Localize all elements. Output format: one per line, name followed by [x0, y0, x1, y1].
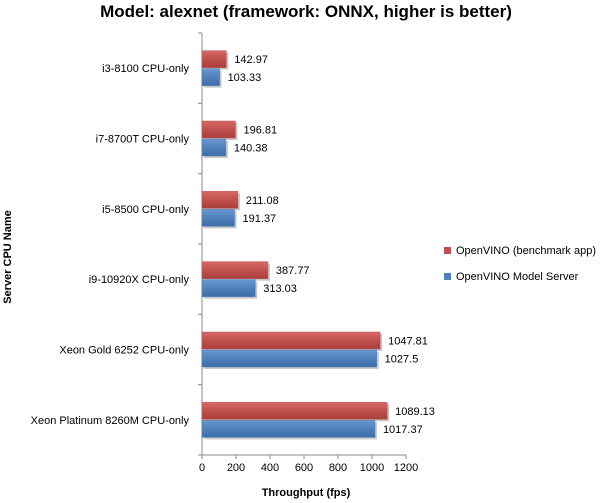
chart-title: Model: alexnet (framework: ONNX, higher … [100, 2, 512, 21]
plot-area: 0 200 400 600 800 1000 1200 i3-8100 CPU-only 142… [31, 32, 435, 474]
bar-model-server [201, 138, 227, 157]
legend-label: OpenVINO (benchmark app) [456, 245, 596, 257]
category-label: i9-10920X CPU-only [89, 274, 190, 286]
category-label: i7-8700T CPU-only [96, 134, 190, 146]
data-label: 140.38 [234, 143, 268, 155]
data-label: 211.08 [246, 195, 279, 207]
x-tick-label: 800 [329, 462, 347, 474]
category-label: i5-8500 CPU-only [102, 204, 189, 216]
x-tick-label: 200 [227, 462, 245, 474]
x-tick-label: 400 [261, 462, 279, 474]
bar-model-server [201, 68, 220, 86]
x-tick-label: 1000 [360, 462, 384, 474]
bar-model-server [201, 349, 377, 368]
legend-swatch [444, 273, 451, 280]
bar-benchmark-app [201, 261, 269, 279]
legend-swatch [444, 247, 451, 254]
bar-model-server [201, 420, 376, 438]
bar-benchmark-app [201, 191, 239, 209]
x-tick-label: 600 [295, 462, 313, 474]
data-label: 142.97 [234, 54, 268, 66]
category-label: i3-8100 CPU-only [102, 63, 189, 75]
category-label: Xeon Platinum 8260M CPU-only [31, 415, 190, 427]
data-label: 1089.13 [395, 406, 435, 418]
y-axis-title: Server CPU Name [2, 210, 14, 304]
bar-benchmark-app [201, 50, 227, 68]
bar-benchmark-app [201, 402, 388, 420]
legend-label: OpenVINO Model Server [456, 271, 579, 283]
data-label: 313.03 [263, 283, 297, 295]
data-label: 1047.81 [388, 336, 428, 348]
bar-model-server [201, 279, 256, 297]
category-label: Xeon Gold 6252 CPU-only [59, 345, 189, 357]
data-label: 1017.37 [383, 424, 423, 436]
bar-benchmark-app [201, 120, 236, 139]
data-label: 387.77 [276, 265, 310, 277]
x-tick-label: 1200 [394, 462, 418, 474]
x-axis-title: Throughput (fps) [262, 487, 351, 499]
bar-benchmark-app [201, 331, 381, 350]
data-label: 103.33 [228, 72, 262, 84]
x-tick-label: 0 [199, 462, 205, 474]
data-label: 196.81 [243, 125, 277, 137]
data-label: 1027.5 [385, 354, 419, 366]
data-label: 191.37 [243, 213, 277, 225]
legend: OpenVINO (benchmark app) OpenVINO Model S… [444, 245, 596, 283]
bar-model-server [201, 209, 235, 227]
